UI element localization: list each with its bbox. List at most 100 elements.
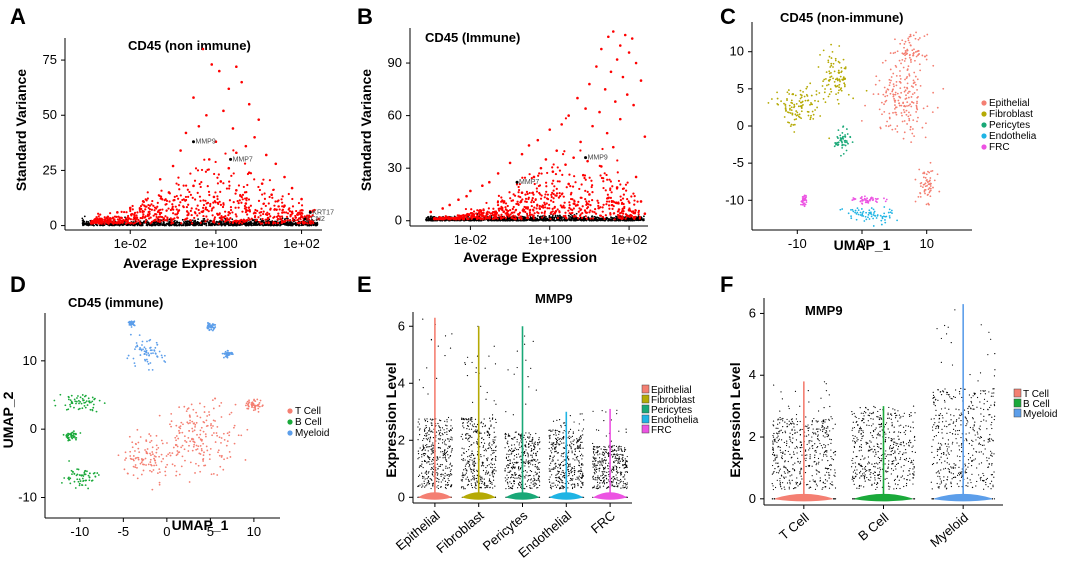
panel-c-cell-point: [886, 120, 889, 123]
panel-d-cell-point: [195, 462, 197, 465]
panel-b-var-point: [607, 196, 610, 200]
panel-b-var-point: [604, 214, 607, 217]
panel-c-xtick-label: 10: [919, 236, 933, 251]
panel-a-var-point: [228, 180, 231, 183]
panel-c-cell-point: [878, 108, 881, 111]
panel-c-cell-point: [829, 66, 832, 68]
panel-c-cell-point: [870, 215, 873, 218]
panel-c-cell-point: [828, 72, 831, 75]
panel-a-var-point: [147, 217, 151, 220]
panel-a-var-point: [129, 218, 133, 221]
panel-b-var-point: [621, 75, 625, 79]
panel-d-cell-point: [212, 473, 215, 475]
panel-b-var-point: [556, 208, 559, 211]
panel-a-var-point: [228, 221, 232, 224]
panel-a-var-point: [216, 213, 220, 216]
panel-b-var-point: [589, 217, 592, 220]
panel-a-var-point: [173, 195, 176, 198]
panel-a-var-point: [291, 219, 294, 222]
panel-c-cell-point: [826, 84, 828, 87]
panel-a-var-point: [180, 222, 183, 225]
panel-a-base-point: [146, 223, 149, 226]
panel-a-var-point: [120, 216, 123, 219]
panel-c-cell-point: [839, 88, 842, 91]
panel-c-cell-point: [909, 33, 912, 36]
panel-c-cell-point: [839, 208, 842, 211]
panel-a-var-point: [300, 197, 303, 201]
panel-a-var-point: [214, 191, 217, 194]
panel-d-cell-point: [228, 431, 231, 434]
panel-b-var-point: [584, 178, 587, 181]
panel-d-cell-point: [153, 464, 156, 467]
panel-c-cell-point: [908, 74, 911, 77]
panel-d-cell-point: [202, 442, 205, 445]
panel-c-cell-point: [867, 213, 870, 216]
panel-a-var-point: [172, 212, 175, 215]
panel-d-cell-point: [157, 472, 159, 475]
panel-c-cell-point: [836, 98, 839, 101]
panel-a-var-point: [257, 199, 261, 202]
panel-d-cell-point: [212, 419, 215, 422]
panel-a-var-point: [271, 196, 274, 199]
panel-b-var-point: [613, 212, 616, 215]
panel-b-var-point: [604, 189, 607, 192]
panel-c-legend-swatch: [981, 111, 987, 117]
panel-d-cell-point: [222, 432, 225, 435]
panel-b-var-point: [608, 178, 611, 181]
panel-d-cell-point: [187, 407, 190, 410]
panel-b-title: CD45 (Immune): [425, 30, 520, 45]
panel-b-var-point: [449, 217, 452, 221]
panel-a-var-point: [109, 218, 112, 221]
panel-a-var-point: [177, 176, 180, 179]
panel-b-var-point: [538, 204, 541, 208]
panel-a-var-point: [244, 144, 248, 148]
panel-a-var-point: [145, 219, 148, 222]
panel-c-cell-point: [787, 89, 790, 91]
panel-a-base-point: [159, 223, 162, 226]
panel-a-base-point: [109, 223, 112, 226]
panel-b-var-point: [497, 214, 500, 217]
panel-b-var-point: [622, 193, 625, 196]
panel-c-cell-point: [914, 75, 917, 78]
panel-b-var-point: [544, 206, 547, 209]
panel-b-base-point: [642, 218, 645, 220]
panel-a-var-point: [240, 201, 243, 204]
panel-a-var-point: [156, 220, 159, 223]
panel-b-var-point: [554, 172, 558, 176]
panel-a-var-point: [255, 218, 258, 221]
panel-b-var-point: [543, 214, 546, 217]
panel-c-cell-point: [873, 214, 876, 217]
panel-f-ylabel: Expression Level: [727, 362, 743, 477]
panel-a-var-point: [264, 213, 268, 216]
panel-d-cell-point: [205, 445, 208, 448]
panel-c-cell-point: [850, 215, 852, 218]
panel-b-var-point: [517, 191, 520, 194]
panel-c-cell-point: [797, 105, 800, 108]
panel-a-var-point: [244, 202, 248, 205]
panel-b-var-point: [520, 152, 524, 156]
panel-a-var-point: [99, 213, 102, 216]
panel-c-cell-point: [917, 196, 920, 198]
panel-d-cell-point: [202, 454, 205, 457]
panel-c-cell-point: [905, 53, 908, 56]
panel-a-base-point: [170, 224, 173, 227]
panel-c-cell-point: [921, 126, 924, 129]
panel-a-var-point: [201, 47, 205, 51]
panel-d-cell-point: [212, 425, 214, 427]
panel-c-cell-point: [924, 55, 927, 58]
panel-b-var-point: [606, 193, 609, 196]
panel-a-base-point: [222, 223, 225, 226]
panel-c-cell-point: [936, 106, 939, 109]
panel-c-cell-point: [915, 107, 918, 110]
panel-d-cell-point: [220, 441, 222, 444]
panel-c-cell-point: [874, 197, 877, 200]
panel-a-var-point: [219, 203, 223, 206]
panel-a-var-point: [184, 195, 188, 199]
panel-a-base-point: [81, 217, 84, 220]
panel-b-var-point: [615, 186, 619, 189]
panel-b-xlabel: Average Expression: [463, 249, 597, 265]
panel-a-base-point: [243, 223, 246, 225]
panel-a-var-point: [172, 208, 175, 211]
panel-a-var-point: [245, 209, 248, 212]
panel-a-var-point: [222, 109, 225, 113]
